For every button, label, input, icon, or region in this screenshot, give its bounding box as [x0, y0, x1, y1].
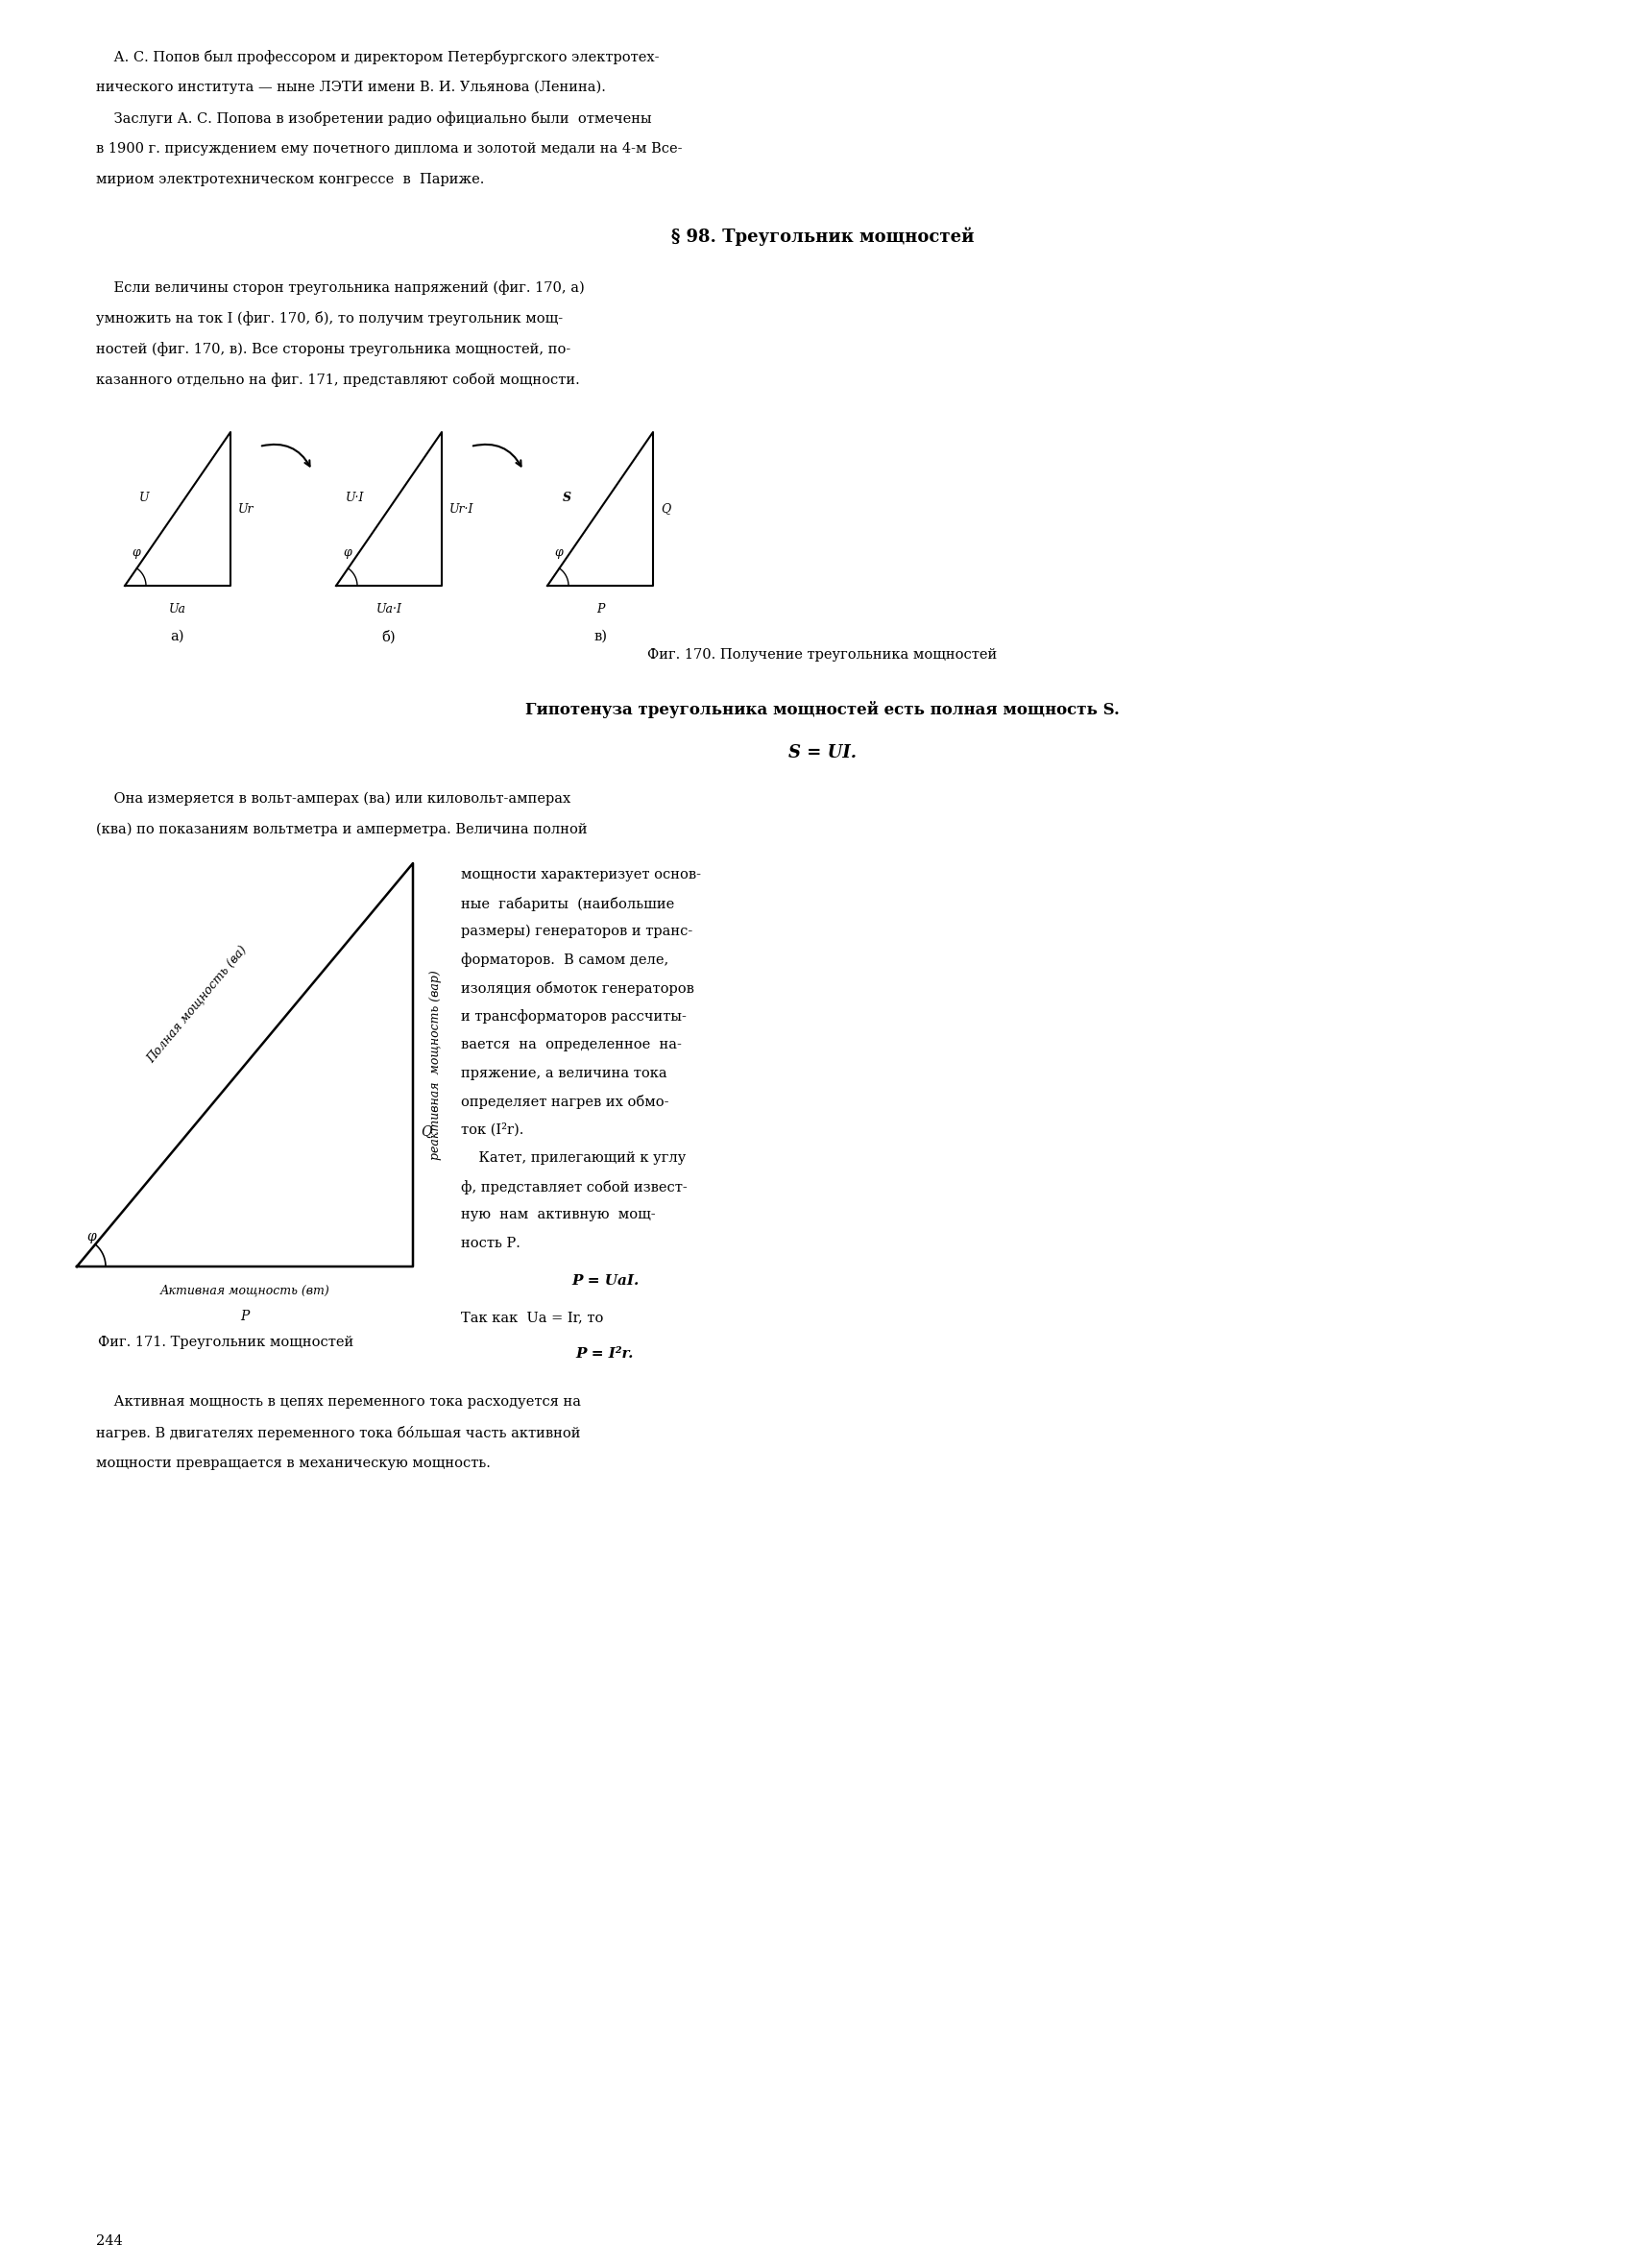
Text: в): в) — [594, 631, 607, 644]
Text: Если величины сторон треугольника напряжений (фиг. 170, а): Если величины сторон треугольника напряж… — [95, 281, 584, 295]
Text: Ur: Ur — [239, 503, 253, 515]
Text: Так как  Ua = Ir, то: Так как Ua = Ir, то — [461, 1311, 604, 1325]
Text: казанного отдельно на фиг. 171, представляют собой мощности.: казанного отдельно на фиг. 171, представ… — [95, 372, 579, 388]
Text: Ua·I: Ua·I — [377, 603, 401, 615]
Text: Фиг. 170. Получение треугольника мощностей: Фиг. 170. Получение треугольника мощност… — [648, 649, 997, 662]
Text: Полная мощность (ва): Полная мощность (ва) — [145, 943, 248, 1066]
Text: ток (I²r).: ток (I²r). — [461, 1123, 523, 1136]
Text: б): б) — [382, 631, 396, 644]
Text: вается  на  определенное  на-: вается на определенное на- — [461, 1039, 681, 1052]
Text: ность Р.: ность Р. — [461, 1236, 520, 1250]
Text: U·I: U·I — [345, 492, 365, 503]
Text: φ: φ — [132, 547, 140, 558]
Text: мощности характеризует основ-: мощности характеризует основ- — [461, 869, 701, 882]
Text: P = UaI.: P = UaI. — [571, 1275, 638, 1288]
Text: φ: φ — [342, 547, 352, 558]
Text: размеры) генераторов и транс-: размеры) генераторов и транс- — [461, 925, 693, 939]
Text: Q: Q — [421, 1125, 431, 1139]
Text: в 1900 г. присуждением ему почетного диплома и золотой медали на 4-м Все-: в 1900 г. присуждением ему почетного дип… — [95, 143, 683, 156]
Text: а): а) — [171, 631, 184, 644]
Text: Заслуги А. С. Попова в изобретении радио официально были  отмечены: Заслуги А. С. Попова в изобретении радио… — [95, 111, 651, 125]
Text: S: S — [563, 492, 571, 503]
Text: Катет, прилегающий к углу: Катет, прилегающий к углу — [461, 1152, 686, 1166]
Text: U: U — [140, 492, 150, 503]
Text: нического института — ныне ЛЭТИ имени В. И. Ульянова (Ленина).: нического института — ныне ЛЭТИ имени В.… — [95, 82, 605, 95]
Text: Ur·I: Ur·I — [449, 503, 474, 515]
Text: Гипотенуза треугольника мощностей есть полная мощность S.: Гипотенуза треугольника мощностей есть п… — [525, 701, 1120, 719]
Text: 244: 244 — [95, 2234, 123, 2248]
Text: нагрев. В двигателях переменного тока бо́льшая часть активной: нагрев. В двигателях переменного тока бо… — [95, 1427, 581, 1440]
Text: Активная мощность в цепях переменного тока расходуется на: Активная мощность в цепях переменного то… — [95, 1395, 581, 1408]
Text: Она измеряется в вольт-амперах (ва) или киловольт-амперах: Она измеряется в вольт-амперах (ва) или … — [95, 792, 571, 805]
Text: умножить на ток I (фиг. 170, б), то получим треугольник мощ-: умножить на ток I (фиг. 170, б), то полу… — [95, 311, 563, 327]
Text: ную  нам  активную  мощ-: ную нам активную мощ- — [461, 1209, 655, 1222]
Text: P: P — [240, 1309, 250, 1322]
Text: ностей (фиг. 170, в). Все стороны треугольника мощностей, по-: ностей (фиг. 170, в). Все стороны треуго… — [95, 342, 571, 356]
Text: мощности превращается в механическую мощность.: мощности превращается в механическую мощ… — [95, 1456, 490, 1470]
Text: мириом электротехническом конгрессе  в  Париже.: мириом электротехническом конгрессе в Па… — [95, 172, 484, 186]
Text: А. С. Попов был профессором и директором Петербургского электротех-: А. С. Попов был профессором и директором… — [95, 50, 660, 64]
Text: и трансформаторов рассчиты-: и трансформаторов рассчиты- — [461, 1009, 686, 1023]
Text: ф, представляет собой извест-: ф, представляет собой извест- — [461, 1179, 688, 1193]
Text: форматоров.  В самом деле,: форматоров. В самом деле, — [461, 953, 668, 966]
Text: Q: Q — [661, 503, 671, 515]
Text: определяет нагрев их обмо-: определяет нагрев их обмо- — [461, 1095, 670, 1109]
Text: φ: φ — [87, 1229, 95, 1243]
Text: φ: φ — [554, 547, 563, 558]
Text: изоляция обмоток генераторов: изоляция обмоток генераторов — [461, 982, 694, 996]
Text: S = UI.: S = UI. — [788, 744, 857, 762]
Text: Фиг. 171. Треугольник мощностей: Фиг. 171. Треугольник мощностей — [97, 1336, 354, 1349]
Text: P: P — [595, 603, 604, 615]
Text: (ква) по показаниям вольтметра и амперметра. Величина полной: (ква) по показаниям вольтметра и амперме… — [95, 823, 587, 837]
Text: пряжение, а величина тока: пряжение, а величина тока — [461, 1066, 668, 1080]
Text: Ua: Ua — [169, 603, 186, 615]
Text: § 98. Треугольник мощностей: § 98. Треугольник мощностей — [671, 227, 974, 247]
Text: P = I²r.: P = I²r. — [576, 1347, 633, 1361]
Text: ные  габариты  (наибольшие: ные габариты (наибольшие — [461, 896, 674, 912]
Text: реактивная  мощность (вар): реактивная мощность (вар) — [429, 971, 441, 1159]
Text: Активная мощность (вт): Активная мощность (вт) — [160, 1284, 329, 1297]
